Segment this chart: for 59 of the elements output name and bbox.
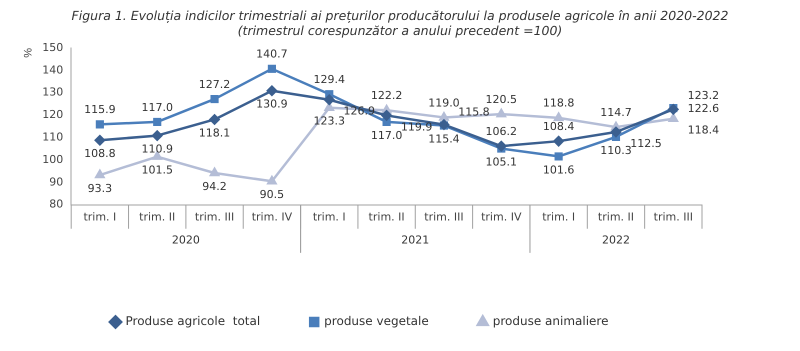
chart-title: Figura 1. Evoluția indicilor trimestriali ai prețurilor producătorului la produsele agricole în anii 2020-2022 — [70, 8, 730, 23]
x-tick-label: trim. I — [312, 210, 346, 224]
y-tick-label: 90 — [49, 175, 64, 188]
data-label: 120.5 — [486, 92, 518, 106]
x-tick-label: trim. II — [139, 210, 176, 224]
x-tick-label: trim. I — [83, 210, 116, 224]
x-tick-label: trim. III — [654, 210, 693, 224]
data-label: 130.9 — [256, 98, 288, 111]
x-tick-label: trim. II — [368, 210, 405, 224]
y-tick-label: 140 — [42, 63, 64, 76]
data-label: 108.8 — [84, 147, 116, 160]
chart-subtitle: (trimestrul corespunzător a anului precedent =100) — [236, 23, 564, 38]
x-tick-label: trim. III — [194, 210, 234, 224]
data-label: 118.8 — [542, 96, 574, 110]
data-label: 118.4 — [688, 124, 720, 137]
data-label: 127.2 — [198, 78, 230, 91]
data-label: 123.2 — [688, 88, 720, 102]
data-label: 94.2 — [202, 180, 227, 193]
data-label: 90.5 — [260, 188, 284, 202]
data-label: 140.7 — [256, 48, 288, 61]
y-tick-label: 100 — [42, 152, 64, 166]
legend-label: produse animaliere — [492, 314, 608, 328]
x-tick-label: trim. IV — [481, 210, 522, 224]
y-axis-title: % — [22, 48, 35, 58]
data-label: 106.2 — [486, 124, 518, 138]
x-tick-label: trim. IV — [252, 210, 293, 224]
data-label: 115.8 — [458, 105, 490, 118]
y-tick-label: 80 — [49, 198, 64, 211]
data-label: 110.3 — [600, 144, 632, 157]
data-label: 122.6 — [688, 102, 720, 116]
data-label: 129.4 — [314, 73, 345, 86]
x-tick-label: trim. III — [424, 210, 464, 224]
legend-label: produse vegetale — [324, 314, 429, 328]
data-label: 117.0 — [370, 128, 402, 142]
data-label: 115.4 — [428, 132, 460, 146]
text: 2021 — [401, 234, 430, 247]
data-label: 112.5 — [630, 136, 662, 150]
x-tick-label: trim. II — [598, 210, 634, 224]
data-label: 119.0 — [428, 96, 460, 110]
text: 2020 — [172, 234, 200, 247]
data-label: 117.0 — [141, 100, 173, 114]
text: 2022 — [602, 234, 630, 247]
legend-label: Produse agricole total — [126, 314, 260, 328]
data-label: 122.2 — [370, 89, 402, 102]
x-tick-label: trim. I — [542, 210, 576, 224]
data-label: 110.9 — [141, 142, 173, 156]
y-tick-label: 150 — [42, 40, 64, 54]
y-tick-label: 130 — [42, 86, 64, 99]
y-tick-label: 110 — [42, 130, 64, 144]
data-label: 108.4 — [542, 120, 574, 134]
data-label: 101.5 — [141, 164, 173, 176]
data-label: 105.1 — [486, 155, 518, 168]
y-tick-label: 120 — [42, 108, 64, 122]
data-label: 114.7 — [600, 106, 632, 119]
data-label: 101.6 — [542, 163, 574, 176]
data-label: 115.9 — [84, 103, 116, 116]
data-label: 118.1 — [198, 126, 230, 140]
data-label: 93.3 — [88, 182, 112, 195]
data-label: 123.3 — [314, 114, 345, 128]
